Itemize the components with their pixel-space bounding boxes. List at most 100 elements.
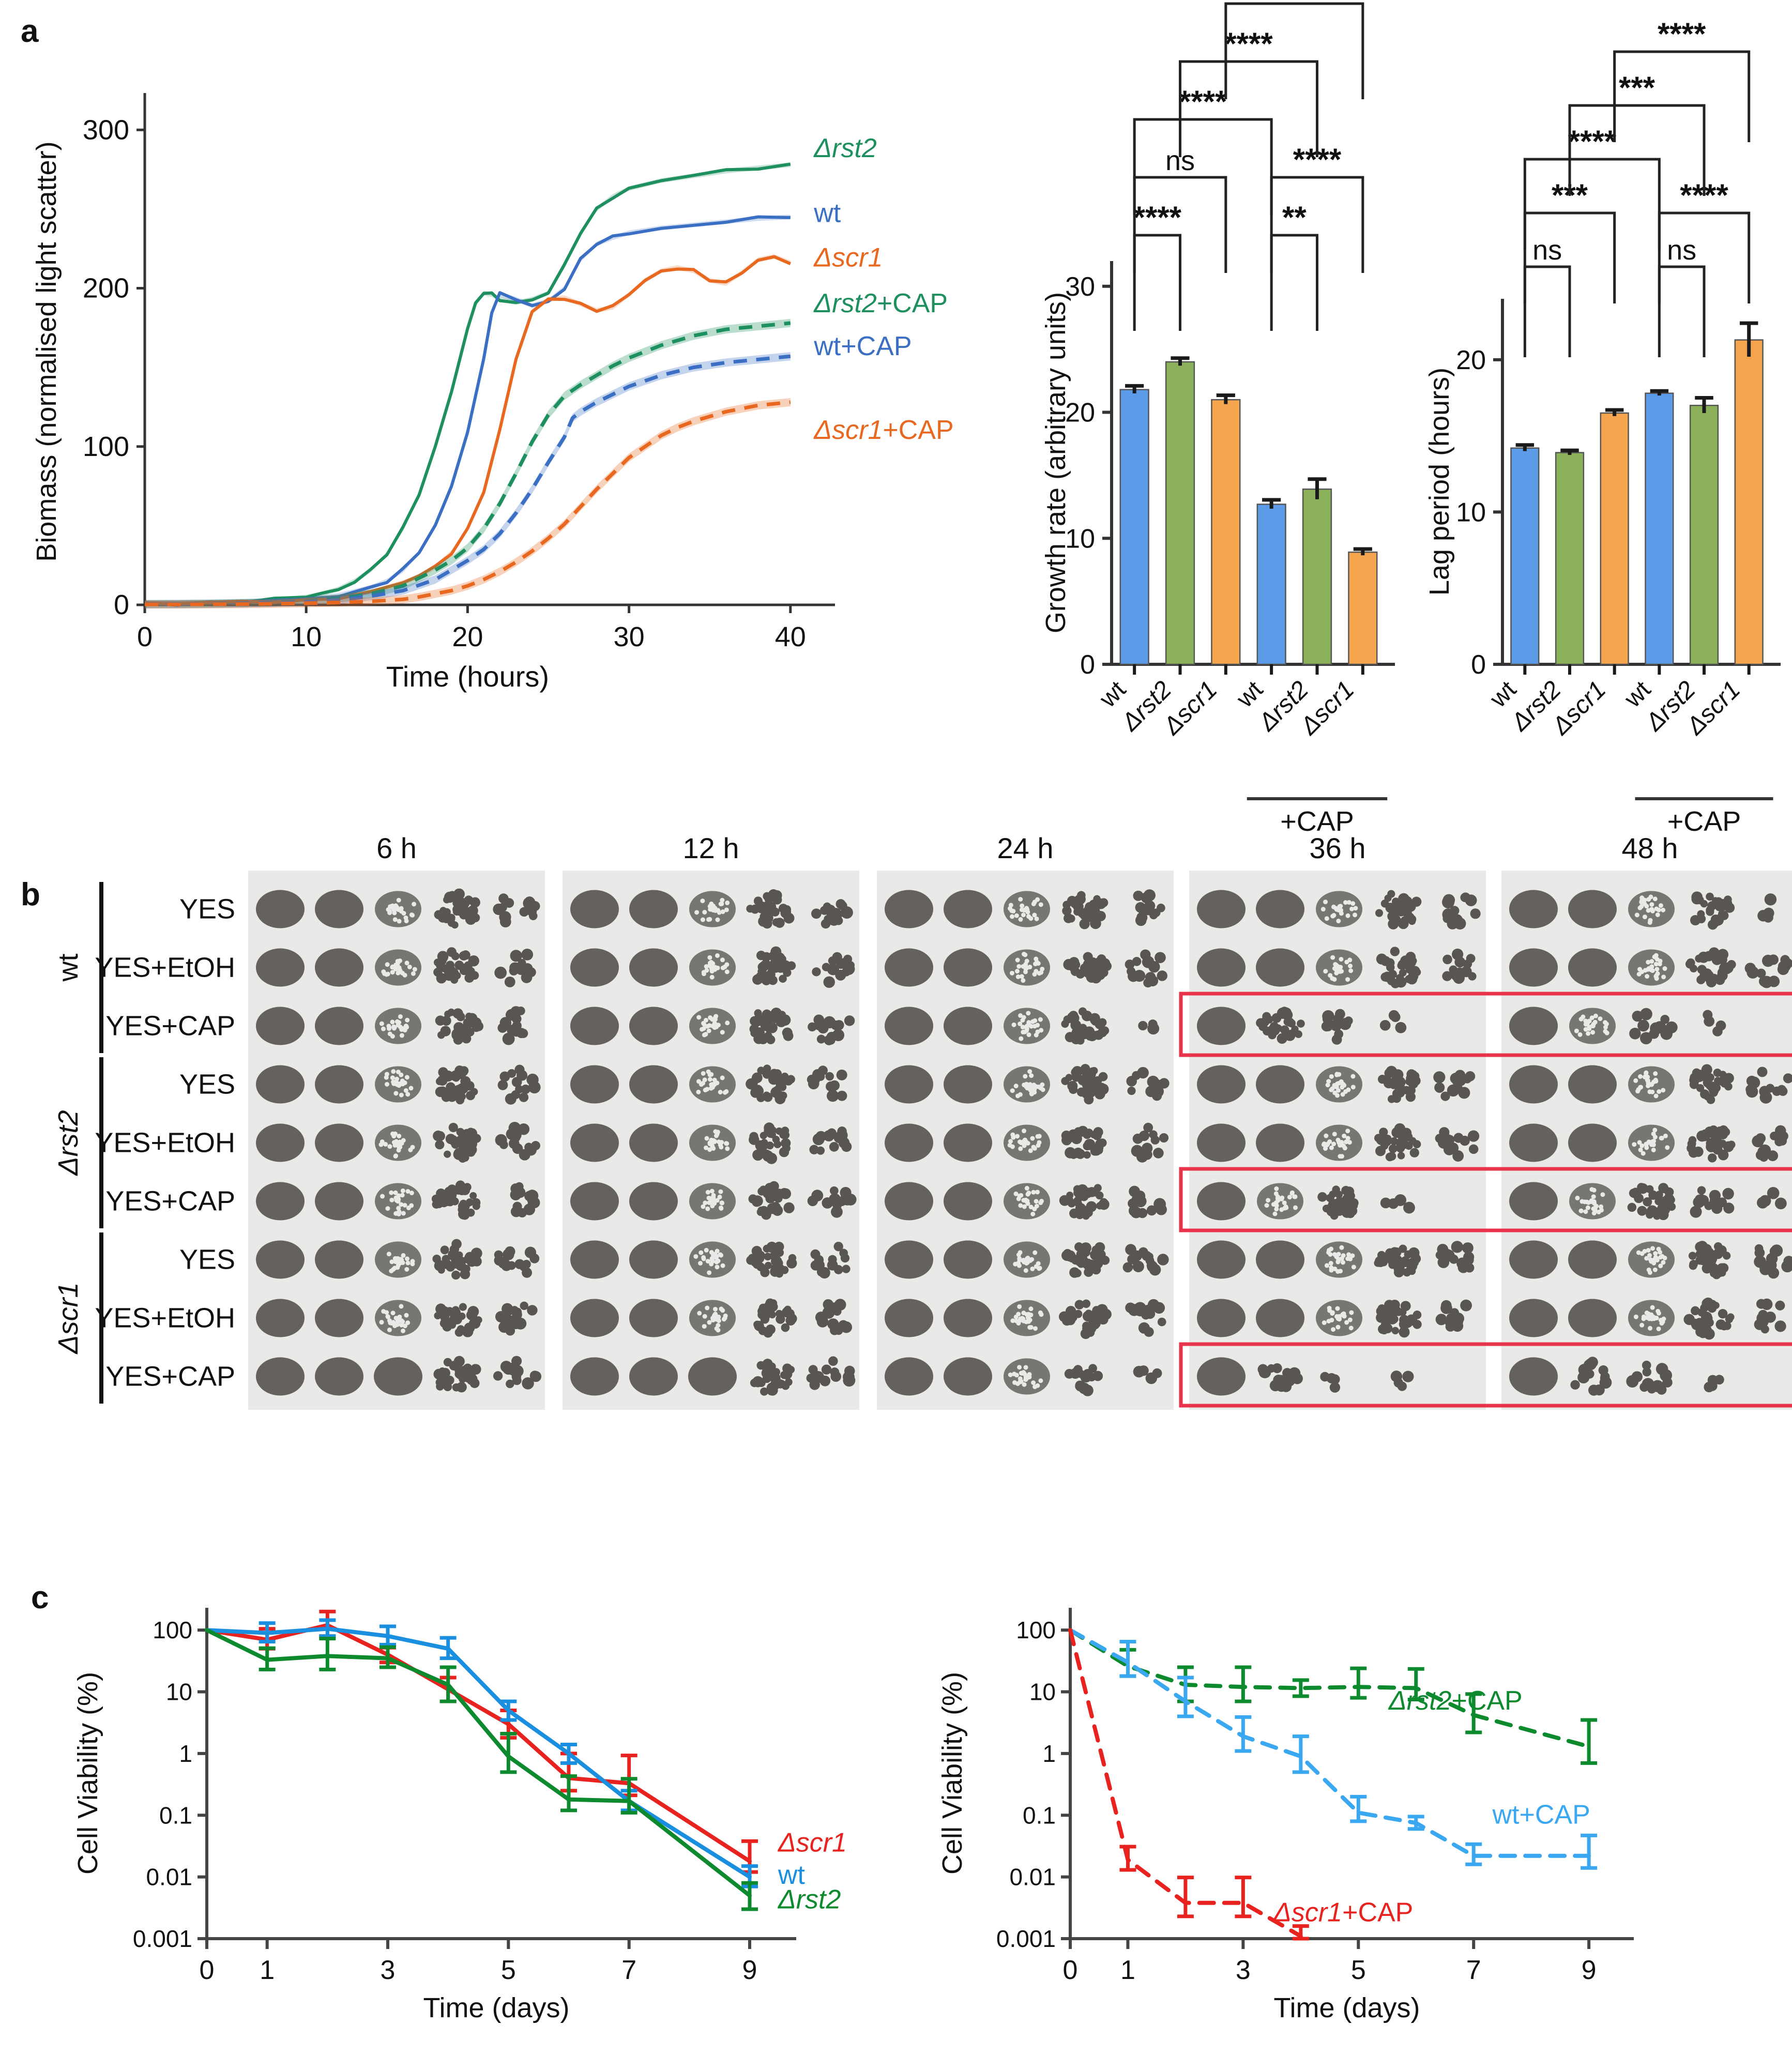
colony-gap (1032, 1018, 1038, 1023)
colony-gap (1655, 971, 1660, 976)
colony-dot (1152, 1368, 1162, 1378)
colony-dot (1446, 1313, 1455, 1322)
colony-dot (766, 893, 775, 903)
colony-dot (1401, 899, 1410, 908)
colony-gap (701, 1026, 706, 1031)
colony-gap (393, 1190, 398, 1195)
significance-bracket: **** (1133, 84, 1273, 215)
colony-gap (1580, 1199, 1585, 1204)
colony-dot (1772, 1086, 1782, 1096)
colony-dot (750, 1257, 760, 1267)
colony-gap (707, 1270, 712, 1275)
colony-dot (455, 1095, 465, 1105)
colony-gap (381, 1309, 386, 1314)
colony-dot (524, 1246, 537, 1258)
colony-gap (1346, 900, 1351, 905)
colony-gap (379, 1320, 384, 1325)
colony-dot (435, 1015, 446, 1026)
colony-dot (1706, 1141, 1717, 1152)
colony-gap (396, 970, 401, 976)
colony-dot (1468, 1144, 1479, 1154)
colony-gap (1019, 1379, 1024, 1384)
colony-gap (399, 1202, 404, 1207)
colony-spot (256, 1357, 305, 1396)
colony-gap (1345, 1129, 1350, 1134)
colony-gap (1021, 1258, 1026, 1263)
colony-gap (1017, 1193, 1022, 1198)
colony-spot (1568, 1240, 1617, 1279)
colony-gap (1037, 1140, 1042, 1145)
colony-dot (1578, 1363, 1591, 1376)
colony-gap (1328, 1261, 1333, 1266)
colony-gap (1327, 1139, 1332, 1144)
colony-dot (1393, 1262, 1405, 1274)
colony-gap (1655, 912, 1660, 917)
colony-dot (519, 1092, 529, 1102)
colony-gap (1653, 1071, 1658, 1076)
colony-gap (399, 1092, 404, 1098)
colony-dot (1376, 1312, 1387, 1323)
colony-spot (885, 1299, 933, 1337)
series-line-0 (1068, 1628, 1591, 1749)
colony-gap (1331, 1327, 1336, 1332)
y-tick-label: 0.001 (133, 1925, 192, 1952)
colony-dot (1387, 1251, 1395, 1259)
colony-dot (502, 1032, 515, 1045)
colony-dot (762, 1009, 772, 1019)
colony-gap (399, 1033, 404, 1038)
medium-label: YES (179, 1244, 235, 1275)
colony-gap (402, 1202, 407, 1208)
colony-gap (720, 1263, 725, 1268)
colony-gap (1658, 1263, 1663, 1269)
colony-dot (1062, 906, 1072, 916)
colony-gap (1341, 1260, 1346, 1265)
colony-dot (782, 1307, 793, 1318)
medium-label: YES (179, 894, 235, 925)
colony-gap (1658, 958, 1663, 964)
colony-spot (315, 1123, 363, 1162)
colony-dot (1719, 911, 1729, 920)
colony-gap (1010, 1132, 1015, 1137)
colony-dot (786, 1075, 795, 1084)
colony-dot (442, 1255, 450, 1263)
colony-spot (315, 1299, 363, 1337)
colony-dot (1075, 1203, 1086, 1214)
colony-dot (499, 1071, 510, 1082)
colony-gap (1010, 1088, 1015, 1093)
x-tick-label: 7 (1466, 1955, 1481, 1985)
colony-gap (1018, 917, 1023, 922)
colony-dot (1460, 1299, 1472, 1312)
series-label: wt+CAP (813, 331, 912, 361)
colony-dot (1759, 1195, 1771, 1207)
colony-dot (1100, 1026, 1110, 1035)
colony-spot (570, 1182, 619, 1221)
colony-dot (1767, 1187, 1780, 1199)
colony-spot (944, 1357, 992, 1396)
colony-dot (1388, 970, 1397, 979)
colony-dot (463, 1017, 474, 1029)
colony-dot (462, 1148, 470, 1156)
colony-dot (1377, 1304, 1386, 1313)
medium-label: YES (179, 1069, 235, 1100)
colony-gap (1266, 1198, 1271, 1203)
colony-dot (1402, 1370, 1414, 1382)
colony-dot (505, 1093, 517, 1105)
colony-gap (720, 1075, 725, 1080)
colony-dot (750, 1016, 760, 1026)
colony-dot (1146, 1205, 1157, 1216)
colony-dot (472, 1198, 481, 1207)
colony-dot (521, 949, 534, 961)
colony-gap (1642, 915, 1647, 920)
colony-gap (1654, 967, 1660, 972)
colony-dot (505, 1010, 514, 1019)
colony-dot (767, 902, 777, 911)
colony-dot (1702, 1255, 1710, 1262)
colony-dot (1073, 1269, 1082, 1277)
colony-gap (1022, 1204, 1027, 1209)
colony-dot (823, 1016, 836, 1029)
colony-dot (1334, 1009, 1345, 1019)
colony-dot (1403, 1201, 1415, 1214)
colony-gap (404, 1313, 409, 1318)
colony-spot (570, 890, 619, 928)
colony-dot (1746, 1086, 1758, 1098)
